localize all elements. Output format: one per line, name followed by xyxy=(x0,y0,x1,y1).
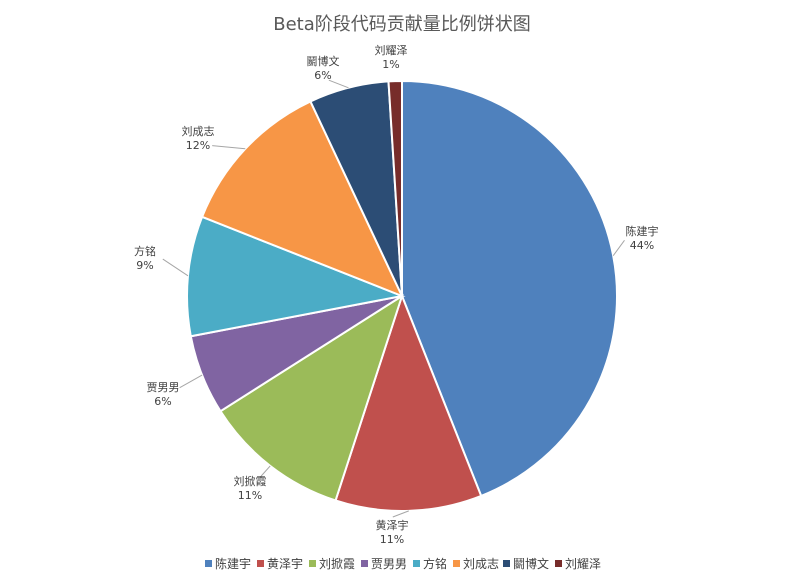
slice-percent-label: 12% xyxy=(186,139,210,152)
legend-label: 鬭博文 xyxy=(513,556,549,571)
legend-label: 方铭 xyxy=(423,556,447,571)
slice-percent-label: 44% xyxy=(630,239,654,252)
pie-slice xyxy=(401,79,618,498)
legend-swatch xyxy=(413,560,420,567)
legend-swatch xyxy=(503,560,510,567)
slice-percent-label: 11% xyxy=(238,489,262,502)
legend-swatch xyxy=(257,560,264,567)
slice-category-label: 鬭博文 xyxy=(307,54,340,68)
slice-percent-label: 1% xyxy=(382,58,399,71)
slice-category-label: 贾男男 xyxy=(147,381,180,394)
legend-swatch xyxy=(205,560,212,567)
slice-category-label: 陈建宇 xyxy=(626,224,659,238)
legend-swatch xyxy=(309,560,316,567)
chart-title: Beta阶段代码贡献量比例饼状图 xyxy=(273,14,531,35)
legend-swatch xyxy=(555,560,562,567)
leader-line xyxy=(260,465,271,477)
leader-lines xyxy=(162,79,625,518)
legend-label: 黄泽宇 xyxy=(267,557,303,571)
pie-slice xyxy=(387,79,403,297)
leader-line xyxy=(212,145,246,150)
slice-category-label: 刘耀泽 xyxy=(375,44,408,57)
legend-swatch xyxy=(453,560,460,567)
leader-line xyxy=(392,510,409,518)
leader-line xyxy=(179,374,203,389)
slice-category-label: 刘掀霞 xyxy=(234,474,267,488)
legend-label: 刘耀泽 xyxy=(565,557,601,571)
legend-label: 贾男男 xyxy=(371,557,407,571)
leader-line xyxy=(162,258,189,277)
slice-category-label: 刘成志 xyxy=(182,125,215,138)
legend-swatch xyxy=(361,560,368,567)
leader-line xyxy=(612,240,625,256)
data-labels: 陈建宇44%黄泽宇11%刘掀霞11%贾男男6%方铭9%刘成志12%鬭博文6%刘耀… xyxy=(134,44,659,546)
pie-slices xyxy=(186,79,618,512)
slice-percent-label: 6% xyxy=(314,69,331,82)
legend-label: 刘掀霞 xyxy=(319,557,355,571)
legend-label: 陈建宇 xyxy=(215,556,251,571)
slice-percent-label: 9% xyxy=(136,259,153,272)
slice-category-label: 黄泽宇 xyxy=(376,518,409,532)
slice-percent-label: 11% xyxy=(380,533,404,546)
leader-line xyxy=(328,79,349,89)
legend: 陈建宇 黄泽宇 刘掀霞 贾男男 方铭 刘成志 鬭博文 刘耀泽 xyxy=(205,556,601,571)
slice-category-label: 方铭 xyxy=(134,244,156,258)
slice-percent-label: 6% xyxy=(154,395,171,408)
pie-slice xyxy=(219,293,404,502)
legend-label: 刘成志 xyxy=(463,557,499,571)
